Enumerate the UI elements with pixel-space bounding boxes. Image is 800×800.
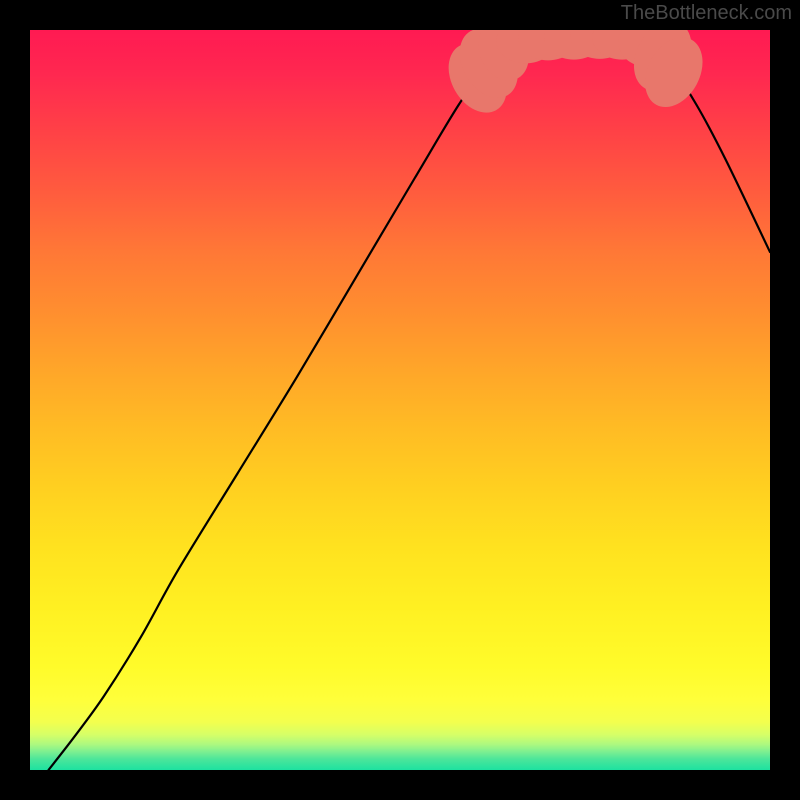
bottleneck-chart <box>30 30 770 770</box>
chart-background <box>30 30 770 770</box>
chart-svg <box>30 30 770 770</box>
watermark-text: TheBottleneck.com <box>621 2 792 25</box>
